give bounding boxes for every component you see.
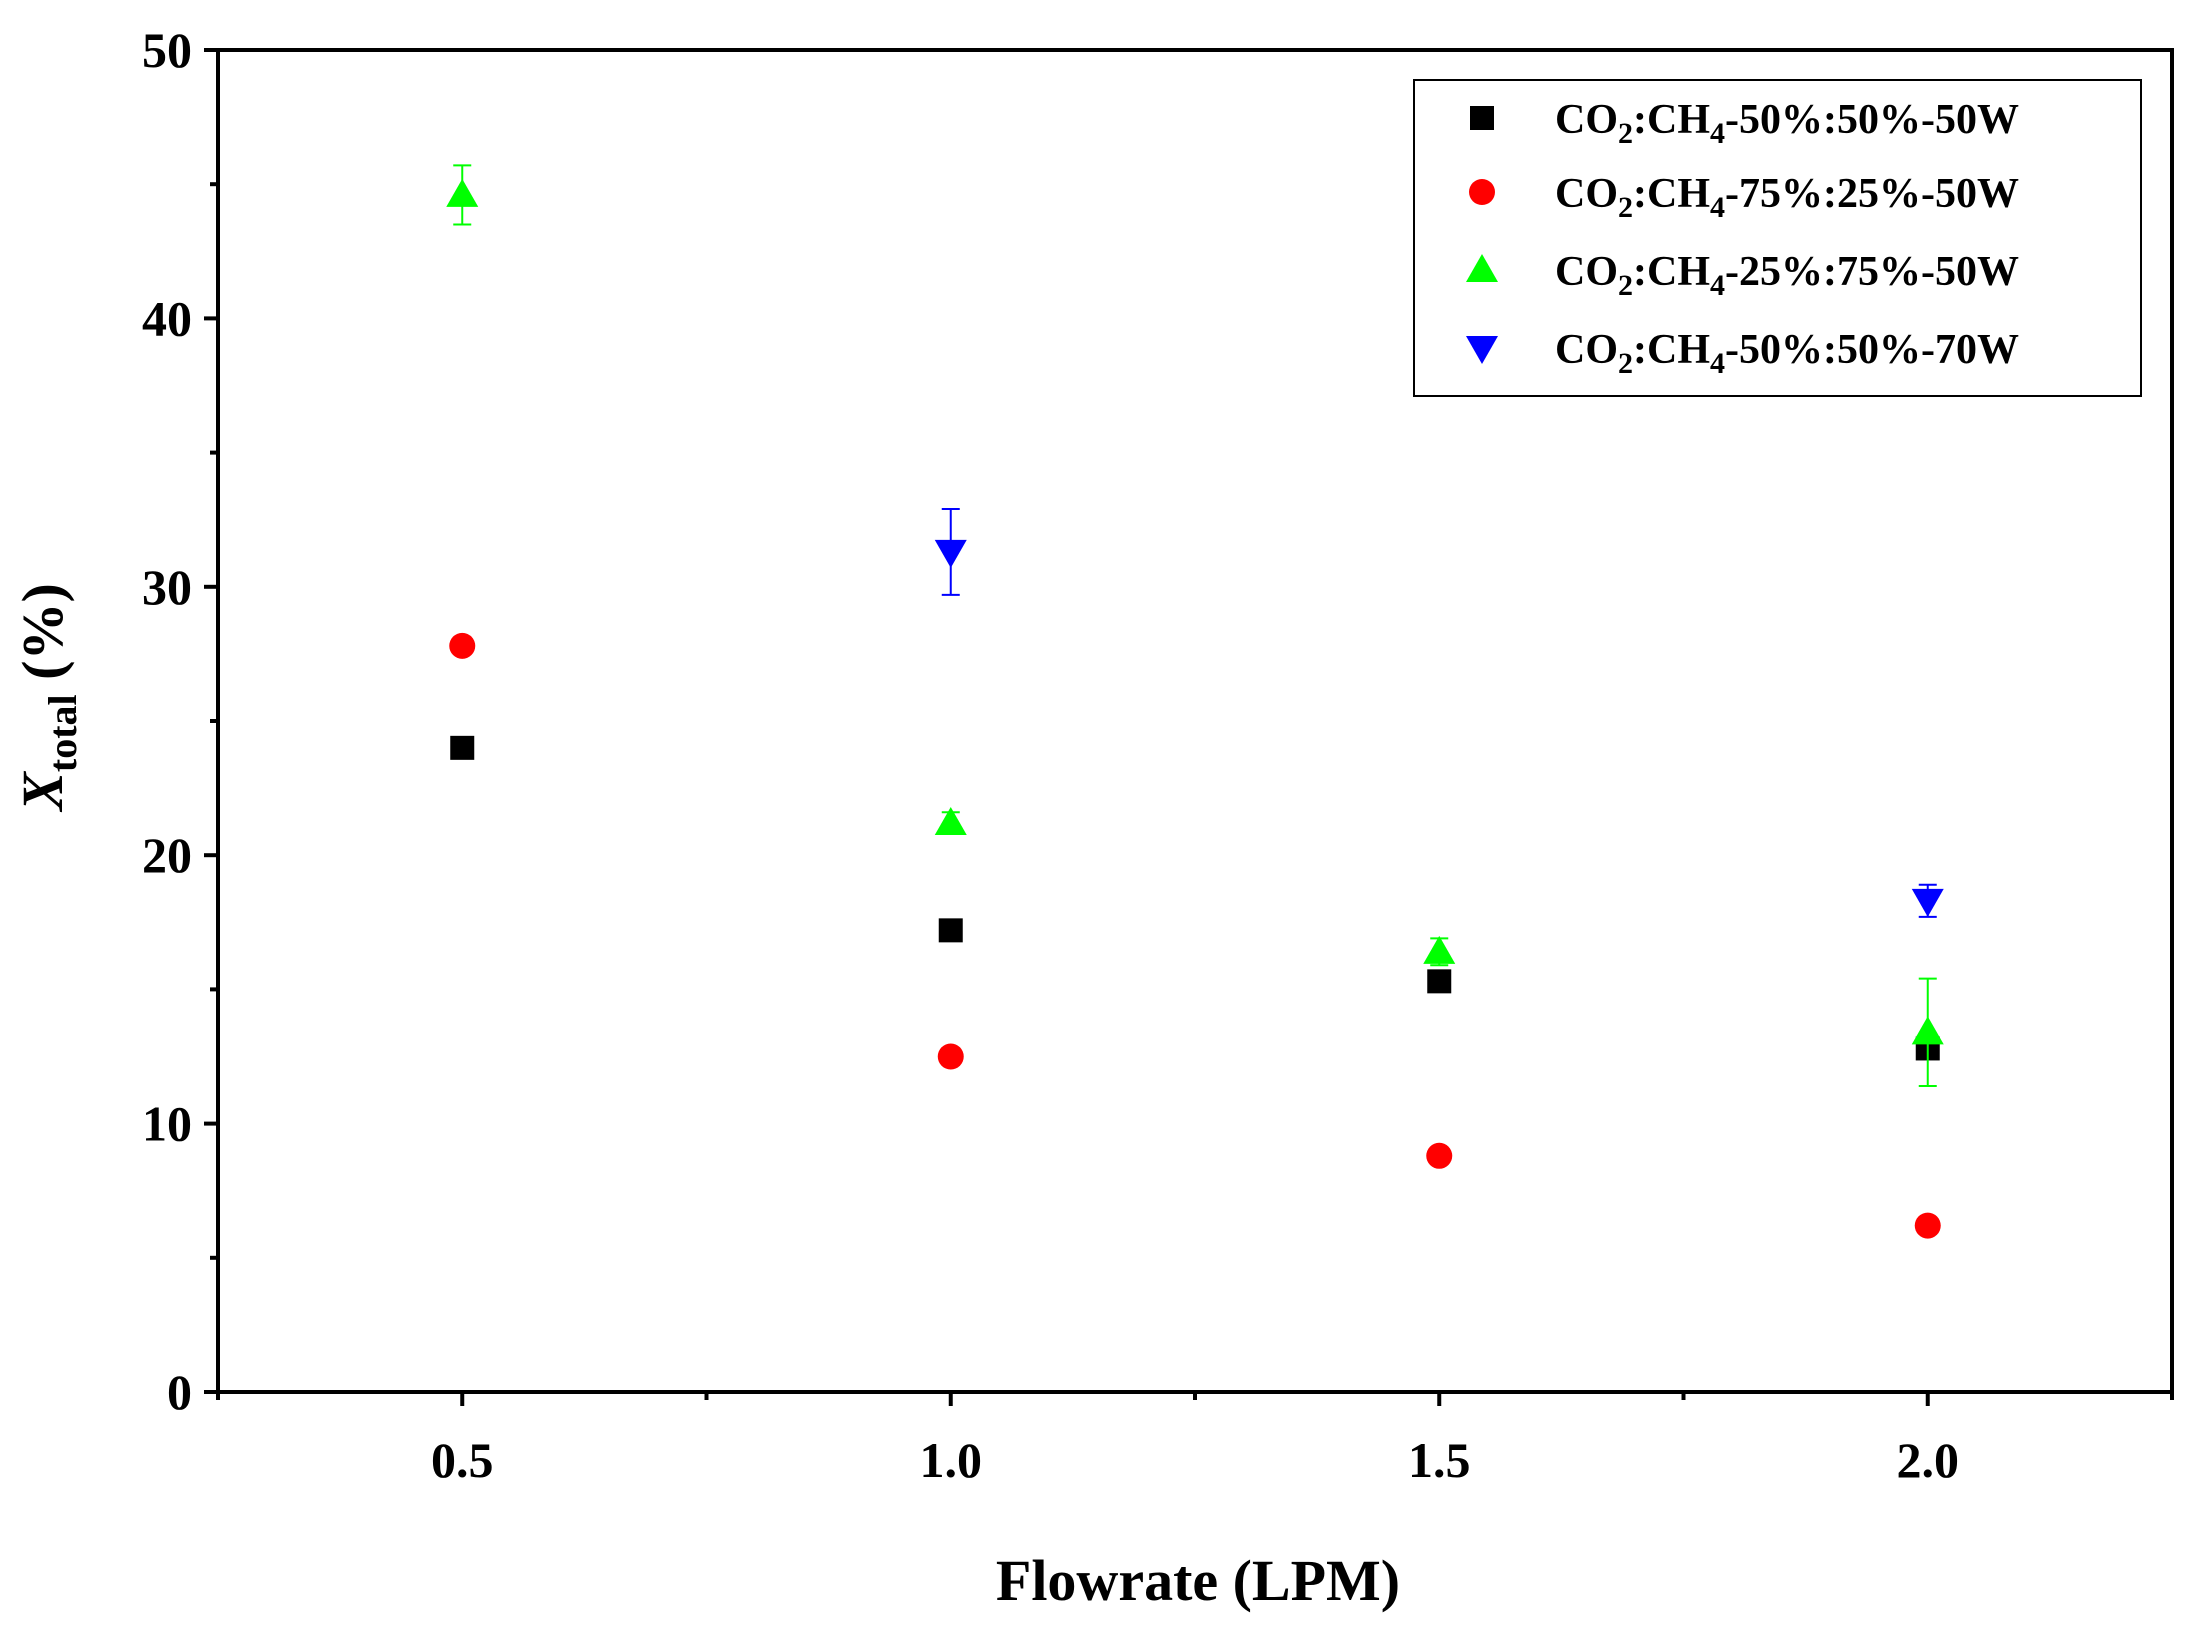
point-s3-p1 bbox=[446, 178, 479, 207]
y-axis-title-main: X bbox=[10, 771, 75, 813]
x-tick-label-0: 0.5 bbox=[431, 1432, 494, 1488]
y-tick-label-3: 30 bbox=[142, 559, 192, 615]
legend-label-series-3: CO2:CH4-25%:75%-50W bbox=[1555, 249, 2019, 302]
x-tick-label-1: 1.0 bbox=[920, 1432, 983, 1488]
y-tick-label-0: 0 bbox=[167, 1364, 192, 1420]
point-s4-p1 bbox=[934, 539, 967, 568]
x-tick-label-2: 1.5 bbox=[1408, 1432, 1471, 1488]
point-s3-p2 bbox=[934, 806, 967, 835]
legend-marker-series-3 bbox=[1466, 254, 1498, 282]
point-s1-p2 bbox=[938, 918, 963, 943]
legend-label-series-4: CO2:CH4-50%:50%-70W bbox=[1555, 327, 2019, 380]
legend-marker-series-4 bbox=[1466, 336, 1498, 364]
y-tick-label-5: 50 bbox=[142, 22, 192, 78]
legend-markers bbox=[1466, 106, 1498, 364]
point-s2-p4 bbox=[1914, 1212, 1941, 1239]
x-tick-label-3: 2.0 bbox=[1897, 1432, 1960, 1488]
legend-marker-series-2 bbox=[1469, 179, 1495, 205]
point-s3-p4 bbox=[1911, 1016, 1944, 1045]
point-s1-p1 bbox=[450, 735, 475, 760]
point-s4-p2 bbox=[1911, 888, 1944, 917]
legend: CO2:CH4-50%:50%-50W CO2:CH4-75%:25%-50W … bbox=[1413, 79, 2142, 397]
y-tick-label-1: 10 bbox=[142, 1096, 192, 1152]
point-s2-p1 bbox=[449, 632, 476, 659]
legend-label-series-1: CO2:CH4-50%:50%-50W bbox=[1555, 97, 2019, 150]
legend-marker-series-1 bbox=[1470, 106, 1494, 130]
legend-box bbox=[1413, 79, 2142, 397]
y-tick-label-4: 40 bbox=[142, 290, 192, 346]
data-marks bbox=[446, 164, 1944, 1239]
y-tick-label-2: 20 bbox=[142, 827, 192, 883]
y-axis-title-unit: (%) bbox=[10, 583, 75, 694]
ticks: 0 10 20 30 40 50 0.5 1.0 1.5 2.0 bbox=[142, 22, 2174, 1488]
y-axis-title-sub: total bbox=[40, 694, 85, 772]
point-s2-p3 bbox=[1426, 1142, 1453, 1169]
point-s1-p3 bbox=[1427, 969, 1452, 994]
y-axis-title: Xtotal (%) bbox=[10, 583, 85, 813]
legend-label-series-2: CO2:CH4-75%:25%-50W bbox=[1555, 171, 2019, 224]
point-s2-p2 bbox=[937, 1043, 964, 1070]
x-axis-title: Flowrate (LPM) bbox=[996, 1548, 1400, 1613]
point-s3-p3 bbox=[1423, 935, 1456, 964]
